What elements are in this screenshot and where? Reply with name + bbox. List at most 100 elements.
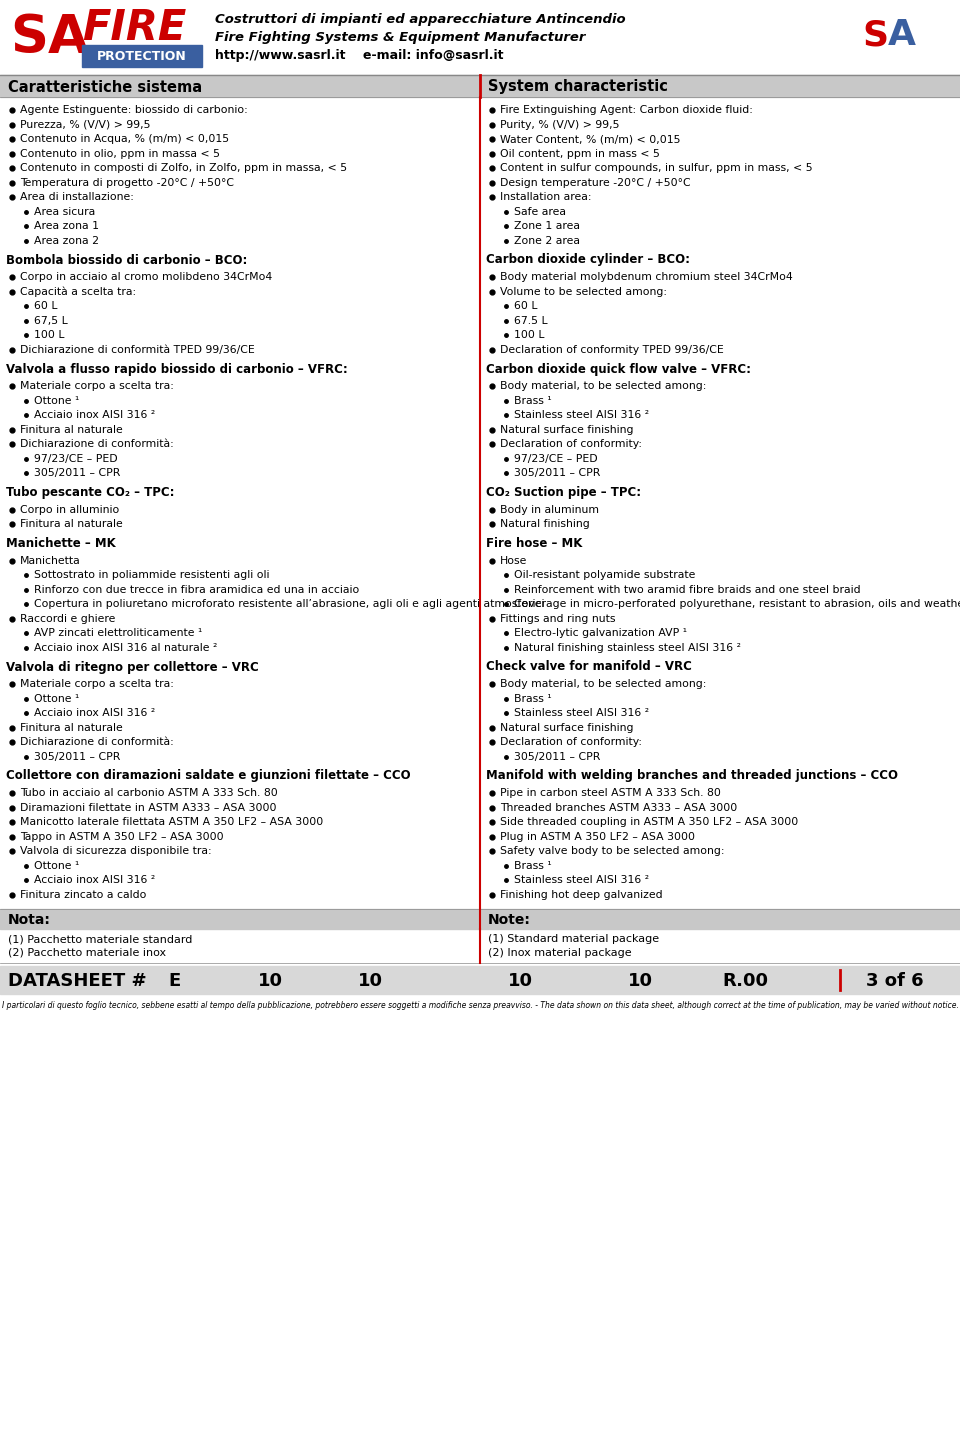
Text: Electro-lytic galvanization AVP ¹: Electro-lytic galvanization AVP ¹ xyxy=(514,628,687,638)
Text: Bombola biossido di carbonio – BCO:: Bombola biossido di carbonio – BCO: xyxy=(6,254,248,267)
Text: Hose: Hose xyxy=(500,556,527,566)
Text: 3 of 6: 3 of 6 xyxy=(866,972,924,989)
Text: Finitura al naturale: Finitura al naturale xyxy=(20,723,123,733)
Text: Carbon dioxide cylinder – BCO:: Carbon dioxide cylinder – BCO: xyxy=(486,254,690,267)
Text: System characteristic: System characteristic xyxy=(488,79,668,95)
Text: Valvola di ritegno per collettore – VRC: Valvola di ritegno per collettore – VRC xyxy=(6,661,259,674)
Text: Declaration of conformity:: Declaration of conformity: xyxy=(500,439,642,449)
Text: Ottone ¹: Ottone ¹ xyxy=(34,396,80,406)
Text: 97/23/CE – PED: 97/23/CE – PED xyxy=(514,453,598,463)
Text: SA: SA xyxy=(10,11,89,65)
Text: Purezza, % (V/V) > 99,5: Purezza, % (V/V) > 99,5 xyxy=(20,120,151,129)
Text: Manichetta: Manichetta xyxy=(20,556,81,566)
Text: Costruttori di impianti ed apparecchiature Antincendio: Costruttori di impianti ed apparecchiatu… xyxy=(215,13,626,26)
Text: Declaration of conformity TPED 99/36/CE: Declaration of conformity TPED 99/36/CE xyxy=(500,344,724,354)
Text: R.00: R.00 xyxy=(722,972,768,989)
Text: Stainless steel AISI 316 ²: Stainless steel AISI 316 ² xyxy=(514,708,649,718)
Text: Fire Fighting Systems & Equipment Manufacturer: Fire Fighting Systems & Equipment Manufa… xyxy=(215,32,586,44)
Text: 60 L: 60 L xyxy=(34,301,58,311)
Text: Contenuto in olio, ppm in massa < 5: Contenuto in olio, ppm in massa < 5 xyxy=(20,149,220,159)
Text: Corpo in acciaio al cromo molibdeno 34CrMo4: Corpo in acciaio al cromo molibdeno 34Cr… xyxy=(20,272,273,282)
Text: S: S xyxy=(862,19,888,52)
Text: Area di installazione:: Area di installazione: xyxy=(20,192,133,202)
Text: Finishing hot deep galvanized: Finishing hot deep galvanized xyxy=(500,889,662,899)
Text: 100 L: 100 L xyxy=(34,330,64,340)
Text: Diramazioni filettate in ASTM A333 – ASA 3000: Diramazioni filettate in ASTM A333 – ASA… xyxy=(20,803,276,813)
Text: Natural finishing stainless steel AISI 316 ²: Natural finishing stainless steel AISI 3… xyxy=(514,642,741,652)
Text: Side threaded coupling in ASTM A 350 LF2 – ASA 3000: Side threaded coupling in ASTM A 350 LF2… xyxy=(500,817,799,827)
Text: Installation area:: Installation area: xyxy=(500,192,591,202)
Text: Carbon dioxide quick flow valve – VFRC:: Carbon dioxide quick flow valve – VFRC: xyxy=(486,363,751,376)
Text: 60 L: 60 L xyxy=(514,301,538,311)
Text: Coverage in micro-perforated polyurethane, resistant to abrasion, oils and weath: Coverage in micro-perforated polyurethan… xyxy=(514,599,960,609)
Text: E: E xyxy=(169,972,181,989)
Text: Zone 1 area: Zone 1 area xyxy=(514,221,580,231)
Text: Body material, to be selected among:: Body material, to be selected among: xyxy=(500,680,707,690)
Text: Fire hose – MK: Fire hose – MK xyxy=(486,536,583,551)
Text: Finitura zincato a caldo: Finitura zincato a caldo xyxy=(20,889,146,899)
Text: 305/2011 – CPR: 305/2011 – CPR xyxy=(34,751,120,761)
Text: Valvola di sicurezza disponibile tra:: Valvola di sicurezza disponibile tra: xyxy=(20,846,211,856)
Text: Manifold with welding branches and threaded junctions – CCO: Manifold with welding branches and threa… xyxy=(486,770,898,783)
Text: Materiale corpo a scelta tra:: Materiale corpo a scelta tra: xyxy=(20,680,174,690)
Text: Finitura al naturale: Finitura al naturale xyxy=(20,519,123,529)
Text: Stainless steel AISI 316 ²: Stainless steel AISI 316 ² xyxy=(514,410,649,420)
Text: Body material, to be selected among:: Body material, to be selected among: xyxy=(500,381,707,391)
Text: Area zona 1: Area zona 1 xyxy=(34,221,99,231)
Text: Water Content, % (m/m) < 0,015: Water Content, % (m/m) < 0,015 xyxy=(500,135,681,145)
Text: 67.5 L: 67.5 L xyxy=(514,315,547,326)
Text: Safety valve body to be selected among:: Safety valve body to be selected among: xyxy=(500,846,725,856)
Text: Safe area: Safe area xyxy=(514,206,566,217)
Text: CO₂ Suction pipe – TPC:: CO₂ Suction pipe – TPC: xyxy=(486,486,641,499)
Text: Volume to be selected among:: Volume to be selected among: xyxy=(500,287,667,297)
Text: Contenuto in composti di Zolfo, in Zolfo, ppm in massa, < 5: Contenuto in composti di Zolfo, in Zolfo… xyxy=(20,163,348,174)
Text: Contenuto in Acqua, % (m/m) < 0,015: Contenuto in Acqua, % (m/m) < 0,015 xyxy=(20,135,229,145)
Text: A: A xyxy=(888,19,916,52)
Bar xyxy=(0,967,960,994)
Text: PROTECTION: PROTECTION xyxy=(97,50,187,63)
Text: Purity, % (V/V) > 99,5: Purity, % (V/V) > 99,5 xyxy=(500,120,619,129)
Text: Plug in ASTM A 350 LF2 – ASA 3000: Plug in ASTM A 350 LF2 – ASA 3000 xyxy=(500,832,695,842)
Text: Stainless steel AISI 316 ²: Stainless steel AISI 316 ² xyxy=(514,875,649,885)
Text: Temperatura di progetto -20°C / +50°C: Temperatura di progetto -20°C / +50°C xyxy=(20,178,234,188)
Text: Zone 2 area: Zone 2 area xyxy=(514,235,580,245)
Text: (2) Pacchetto materiale inox: (2) Pacchetto materiale inox xyxy=(8,948,166,958)
Text: Body in aluminum: Body in aluminum xyxy=(500,505,599,515)
Text: Check valve for manifold – VRC: Check valve for manifold – VRC xyxy=(486,661,692,674)
Text: (1) Standard material package: (1) Standard material package xyxy=(488,935,660,945)
Text: 97/23/CE – PED: 97/23/CE – PED xyxy=(34,453,118,463)
Text: (2) Inox material package: (2) Inox material package xyxy=(488,948,632,958)
Text: Manicotto laterale filettata ASTM A 350 LF2 – ASA 3000: Manicotto laterale filettata ASTM A 350 … xyxy=(20,817,324,827)
Text: Pipe in carbon steel ASTM A 333 Sch. 80: Pipe in carbon steel ASTM A 333 Sch. 80 xyxy=(500,789,721,799)
Text: Area sicura: Area sicura xyxy=(34,206,95,217)
Text: Tappo in ASTM A 350 LF2 – ASA 3000: Tappo in ASTM A 350 LF2 – ASA 3000 xyxy=(20,832,224,842)
Text: Ottone ¹: Ottone ¹ xyxy=(34,860,80,870)
Text: Corpo in alluminio: Corpo in alluminio xyxy=(20,505,119,515)
Text: Fittings and ring nuts: Fittings and ring nuts xyxy=(500,614,615,624)
Text: Brass ¹: Brass ¹ xyxy=(514,694,552,704)
Text: Valvola a flusso rapido biossido di carbonio – VFRC:: Valvola a flusso rapido biossido di carb… xyxy=(6,363,348,376)
Text: Copertura in poliuretano microforato resistente all’abrasione, agli oli e agli a: Copertura in poliuretano microforato res… xyxy=(34,599,544,609)
Text: Capacità a scelta tra:: Capacità a scelta tra: xyxy=(20,287,136,297)
Text: Sottostrato in poliammide resistenti agli oli: Sottostrato in poliammide resistenti agl… xyxy=(34,571,270,581)
Text: Acciaio inox AISI 316 ²: Acciaio inox AISI 316 ² xyxy=(34,875,156,885)
Text: http://www.sasrl.it    e-mail: info@sasrl.it: http://www.sasrl.it e-mail: info@sasrl.i… xyxy=(215,50,503,63)
Text: Reinforcement with two aramid fibre braids and one steel braid: Reinforcement with two aramid fibre brai… xyxy=(514,585,860,595)
Text: 67,5 L: 67,5 L xyxy=(34,315,68,326)
Text: Body material molybdenum chromium steel 34CrMo4: Body material molybdenum chromium steel … xyxy=(500,272,793,282)
Text: Design temperature -20°C / +50°C: Design temperature -20°C / +50°C xyxy=(500,178,690,188)
Text: Natural surface finishing: Natural surface finishing xyxy=(500,424,634,435)
Text: Nota:: Nota: xyxy=(8,913,51,926)
Bar xyxy=(0,909,960,929)
Text: FIRE: FIRE xyxy=(82,7,186,49)
Text: Acciaio inox AISI 316 ²: Acciaio inox AISI 316 ² xyxy=(34,410,156,420)
Text: Threaded branches ASTM A333 – ASA 3000: Threaded branches ASTM A333 – ASA 3000 xyxy=(500,803,737,813)
Text: 305/2011 – CPR: 305/2011 – CPR xyxy=(514,469,600,479)
Text: Tubo pescante CO₂ – TPC:: Tubo pescante CO₂ – TPC: xyxy=(6,486,175,499)
Text: I particolari di questo foglio tecnico, sebbene esatti al tempo della pubblicazi: I particolari di questo foglio tecnico, … xyxy=(2,1001,958,1011)
Text: 10: 10 xyxy=(257,972,282,989)
Text: Brass ¹: Brass ¹ xyxy=(514,396,552,406)
Text: AVP zincati elettroliticamente ¹: AVP zincati elettroliticamente ¹ xyxy=(34,628,203,638)
Text: Rinforzo con due trecce in fibra aramidica ed una in acciaio: Rinforzo con due trecce in fibra aramidi… xyxy=(34,585,359,595)
Text: Content in sulfur compounds, in sulfur, ppm in mass, < 5: Content in sulfur compounds, in sulfur, … xyxy=(500,163,812,174)
